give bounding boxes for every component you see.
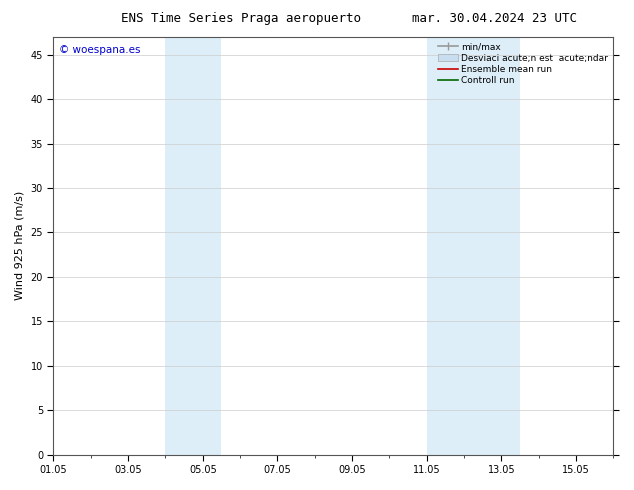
Y-axis label: Wind 925 hPa (m/s): Wind 925 hPa (m/s): [15, 191, 25, 300]
Legend: min/max, Desviaci acute;n est  acute;ndar, Ensemble mean run, Controll run: min/max, Desviaci acute;n est acute;ndar…: [434, 39, 612, 89]
Text: ENS Time Series Praga aeropuerto: ENS Time Series Praga aeropuerto: [121, 12, 361, 25]
Bar: [427, 37, 520, 455]
Bar: [165, 37, 221, 455]
Text: mar. 30.04.2024 23 UTC: mar. 30.04.2024 23 UTC: [412, 12, 577, 25]
Text: © woespana.es: © woespana.es: [59, 46, 141, 55]
